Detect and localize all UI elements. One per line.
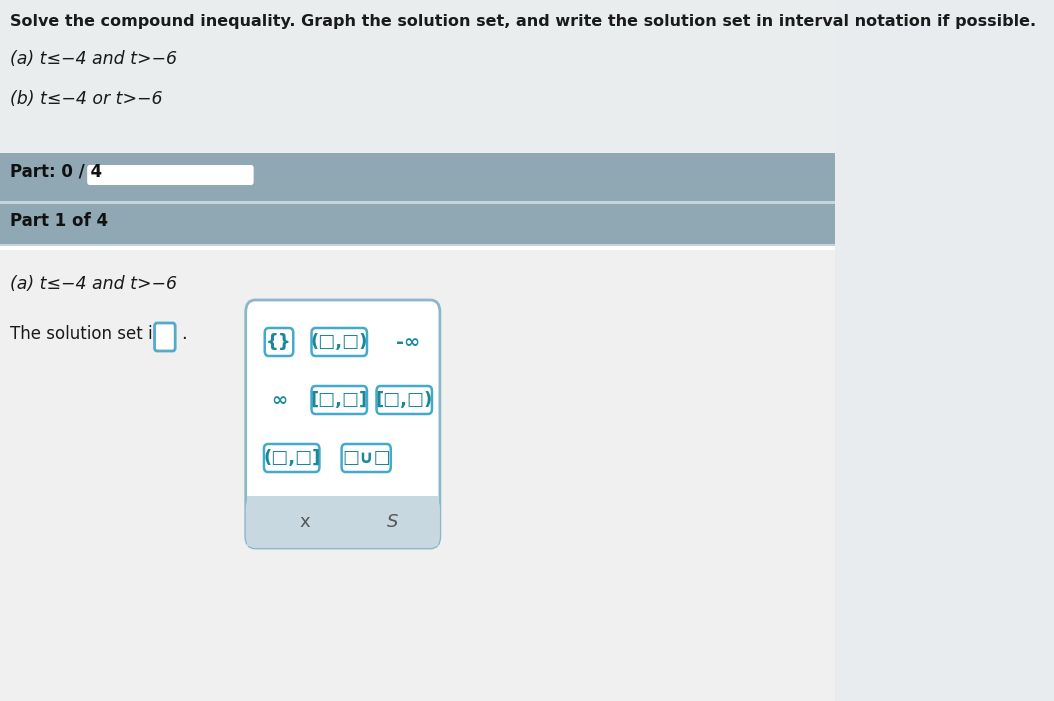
FancyBboxPatch shape [376, 386, 432, 414]
Bar [0, 153, 836, 201]
Text: (a) t≤−4 and t>−6: (a) t≤−4 and t>−6 [9, 275, 176, 293]
FancyBboxPatch shape [265, 328, 293, 356]
Bar [0, 250, 836, 701]
Text: {}: {} [267, 333, 292, 351]
FancyBboxPatch shape [341, 444, 391, 472]
Bar [248, 496, 438, 546]
Bar [0, 246, 836, 250]
Text: Solve the compound inequality. Graph the solution set, and write the solution se: Solve the compound inequality. Graph the… [9, 14, 1036, 29]
FancyBboxPatch shape [312, 328, 367, 356]
Bar [0, 204, 836, 244]
Bar [0, 0, 836, 155]
Text: x: x [299, 513, 311, 531]
Text: (□,□]: (□,□] [264, 449, 320, 467]
Text: ∞: ∞ [271, 390, 287, 409]
Bar [0, 250, 836, 701]
Text: .: . [180, 325, 187, 343]
Text: (a) t≤−4 and t>−6: (a) t≤−4 and t>−6 [9, 50, 176, 68]
Text: [□,□]: [□,□] [311, 391, 368, 409]
Bar [0, 0, 836, 155]
FancyBboxPatch shape [246, 300, 440, 548]
Text: -∞: -∞ [396, 332, 421, 351]
Text: [□,□): [□,□) [375, 391, 433, 409]
FancyBboxPatch shape [264, 444, 319, 472]
Bar [0, 204, 836, 244]
FancyBboxPatch shape [312, 386, 367, 414]
Text: Part 1 of 4: Part 1 of 4 [9, 212, 108, 230]
Text: Part: 0 / 4: Part: 0 / 4 [9, 163, 101, 181]
Text: (□,□): (□,□) [311, 333, 368, 351]
FancyBboxPatch shape [155, 323, 175, 351]
Text: S: S [387, 513, 398, 531]
Text: The solution set is: The solution set is [9, 325, 161, 343]
Bar [0, 153, 836, 201]
Bar [0, 246, 836, 250]
FancyBboxPatch shape [87, 165, 254, 185]
Text: (b) t≤−4 or t>−6: (b) t≤−4 or t>−6 [9, 90, 162, 108]
FancyBboxPatch shape [246, 496, 440, 548]
Text: □∪□: □∪□ [341, 449, 390, 467]
